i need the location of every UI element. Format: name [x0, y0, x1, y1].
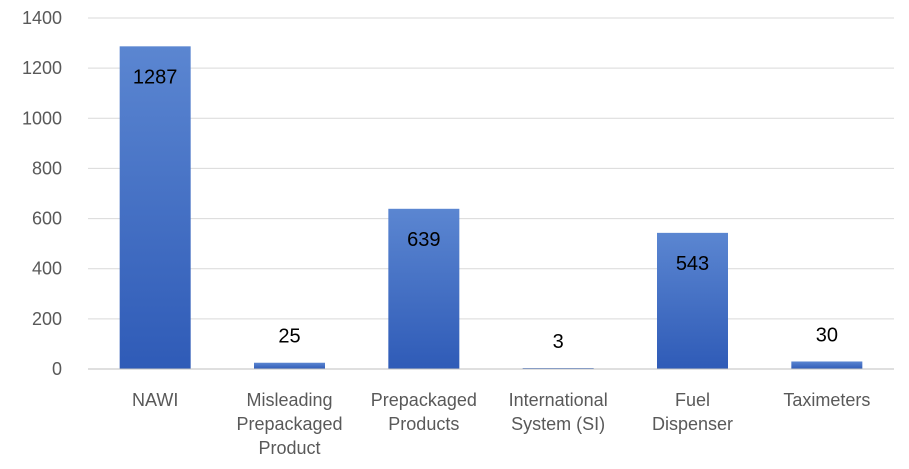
data-labels: 1287 25 639 3 543 30	[133, 66, 838, 353]
gridlines	[88, 17, 894, 320]
bar	[791, 361, 863, 369]
bar	[254, 362, 325, 369]
data-label: 30	[816, 324, 838, 346]
category-label: Taximeters	[783, 390, 870, 410]
data-label: 3	[553, 331, 564, 353]
category-label: International System (SI)	[509, 390, 608, 434]
bar	[657, 232, 728, 369]
data-label: 639	[407, 229, 440, 251]
y-tick-label: 400	[32, 259, 62, 279]
x-axis-categories: NAWI Misleading Prepackaged Product Prepacka…	[132, 390, 870, 458]
bar	[119, 46, 191, 369]
y-tick-label: 1000	[22, 108, 62, 128]
y-tick-label: 200	[32, 309, 62, 329]
bars	[119, 46, 863, 369]
category-label: Misleading Prepackaged Product	[236, 390, 342, 458]
data-label: 1287	[133, 66, 178, 88]
category-label: NAWI	[132, 390, 178, 410]
data-label: 25	[278, 326, 300, 348]
category-label: Fuel Dispenser	[652, 390, 733, 434]
y-tick-label: 1200	[22, 58, 62, 78]
data-label: 543	[676, 253, 709, 275]
y-tick-label: 1400	[22, 8, 62, 28]
y-axis-ticks: 0 200 400 600 800 1000 1200 1400	[22, 8, 62, 379]
category-label: Prepackaged Products	[371, 390, 477, 434]
y-tick-label: 800	[32, 158, 62, 178]
y-tick-label: 0	[52, 359, 62, 379]
y-tick-label: 600	[32, 209, 62, 229]
bar	[388, 208, 460, 369]
